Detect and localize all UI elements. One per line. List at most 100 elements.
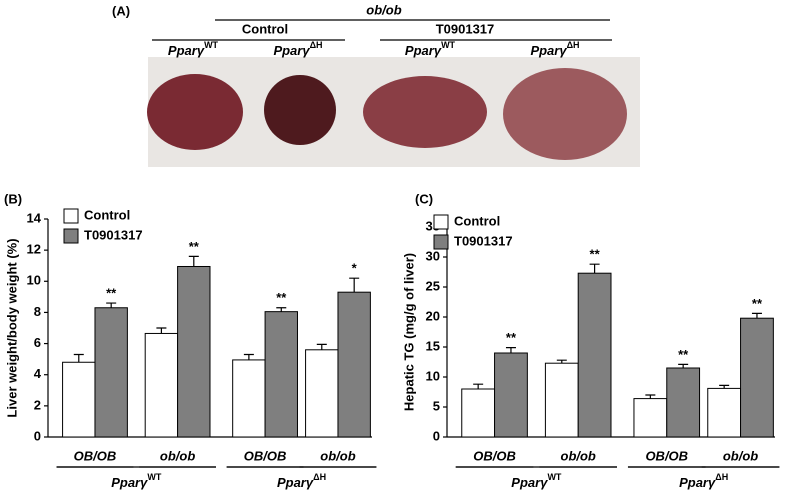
genotype-label: PparγWT xyxy=(168,40,219,58)
label-superscript: ΔH xyxy=(715,472,728,482)
y-tick-label: 8 xyxy=(34,304,41,319)
legend-label: Control xyxy=(454,213,500,228)
significance: ** xyxy=(106,286,117,301)
panel-label: (B) xyxy=(4,191,22,206)
bar xyxy=(633,398,668,438)
error-bar xyxy=(73,353,84,363)
y-tick-label: 20 xyxy=(426,308,440,323)
panel-title: ob/ob xyxy=(366,2,401,17)
liver-photo xyxy=(147,57,640,167)
label-text: Pparγ xyxy=(273,43,310,58)
legend-label: T0901317 xyxy=(454,233,513,248)
bar xyxy=(666,367,701,438)
group-label: PparγΔH xyxy=(679,472,728,490)
bar xyxy=(494,352,528,438)
y-tick-label: 4 xyxy=(34,366,42,381)
group-label: PparγWT xyxy=(511,472,562,490)
label-text: Pparγ xyxy=(405,43,442,58)
y-tick-label: 5 xyxy=(433,398,440,413)
y-tick-label: 0 xyxy=(433,428,440,443)
y-tick-label: 10 xyxy=(27,273,41,288)
panel-label: (A) xyxy=(112,3,130,18)
y-tick-label: 6 xyxy=(34,335,41,350)
bar xyxy=(264,311,298,438)
error-bar xyxy=(349,277,360,293)
bar xyxy=(461,388,496,438)
y-tick-label: 0 xyxy=(34,428,41,443)
y-axis-label: Hepatic TG (mg/g of liver) xyxy=(401,253,416,411)
genotype-label: PparγWT xyxy=(405,40,456,58)
bar xyxy=(94,307,128,438)
group-label: PparγΔH xyxy=(277,472,326,490)
y-tick-label: 2 xyxy=(34,397,41,412)
x-tick-label: OB/OB xyxy=(244,448,287,463)
bar xyxy=(337,291,371,438)
legend-swatch xyxy=(63,228,79,244)
error-bar xyxy=(678,363,689,368)
x-tick-label: OB/OB xyxy=(645,448,688,463)
bar xyxy=(707,387,742,438)
y-tick-label: 12 xyxy=(27,242,41,257)
significance: ** xyxy=(752,296,763,311)
significance: ** xyxy=(590,247,601,262)
y-tick-label: 10 xyxy=(426,368,440,383)
label-superscript: ΔH xyxy=(313,472,326,482)
x-tick-label: ob/ob xyxy=(723,448,758,463)
label-superscript: WT xyxy=(547,472,561,482)
genotype-label: PparγΔH xyxy=(273,40,322,58)
group-label: T0901317 xyxy=(436,21,495,36)
bar xyxy=(577,272,612,438)
error-bar xyxy=(473,383,484,389)
error-bar xyxy=(156,327,167,334)
error-bar xyxy=(719,384,730,389)
significance: ** xyxy=(276,290,287,305)
y-axis-label: Liver weight/body weight (%) xyxy=(4,238,19,417)
error-bar xyxy=(751,312,762,319)
significance: ** xyxy=(506,330,517,345)
panel-label: (C) xyxy=(415,191,433,206)
bar xyxy=(544,362,579,438)
legend-label: T0901317 xyxy=(84,227,143,242)
error-bar xyxy=(505,347,516,353)
label-text: Pparγ xyxy=(679,475,716,490)
bar xyxy=(177,265,211,438)
bar xyxy=(305,349,339,438)
label-text: Pparγ xyxy=(511,475,548,490)
group-label: Control xyxy=(242,21,288,36)
legend-swatch xyxy=(433,214,449,230)
legend-swatch xyxy=(63,208,79,224)
error-bar xyxy=(243,353,254,360)
label-text: Pparγ xyxy=(111,475,148,490)
x-tick-label: ob/ob xyxy=(561,448,596,463)
x-tick-label: OB/OB xyxy=(473,448,516,463)
y-tick-label: 25 xyxy=(426,278,440,293)
label-superscript: ΔH xyxy=(310,40,323,50)
label-text: Pparγ xyxy=(530,43,567,58)
group-label: PparγWT xyxy=(111,472,162,490)
error-bar xyxy=(106,302,117,308)
label-superscript: WT xyxy=(147,472,161,482)
x-tick-label: ob/ob xyxy=(320,448,355,463)
y-tick-label: 15 xyxy=(426,338,440,353)
bar xyxy=(232,359,266,438)
error-bar xyxy=(589,263,600,274)
bar xyxy=(740,317,774,438)
bar xyxy=(144,332,179,438)
error-bar xyxy=(556,359,567,364)
label-text: Pparγ xyxy=(277,475,314,490)
bar xyxy=(62,361,96,438)
error-bar xyxy=(188,255,199,267)
legend-swatch xyxy=(433,234,449,250)
label-superscript: ΔH xyxy=(567,40,580,50)
y-tick-label: 30 xyxy=(426,248,440,263)
error-bar xyxy=(645,394,656,399)
label-superscript: WT xyxy=(441,40,455,50)
significance: ** xyxy=(678,347,689,362)
significance: ** xyxy=(189,239,200,254)
error-bar xyxy=(316,343,327,350)
label-text: Pparγ xyxy=(168,43,205,58)
y-tick-label: 14 xyxy=(27,210,42,225)
error-bar xyxy=(276,307,287,312)
genotype-label: PparγΔH xyxy=(530,40,579,58)
